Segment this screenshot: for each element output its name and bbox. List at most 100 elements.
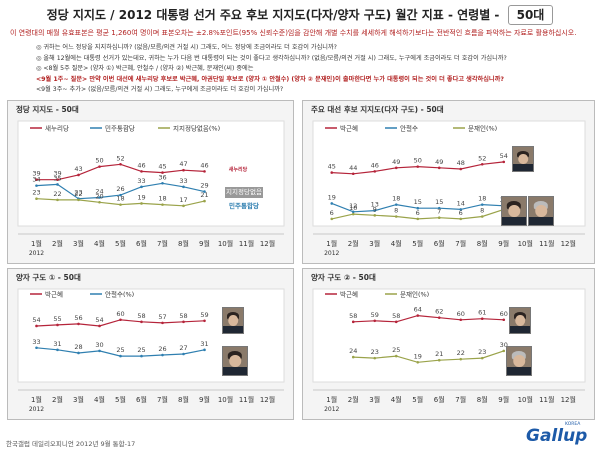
x-tick-label: 6월 [136,239,147,248]
data-point [98,196,101,199]
data-point [437,206,441,210]
data-point [394,203,398,206]
data-label: 12 [349,202,357,210]
age-badge: 50대 [507,5,554,25]
question-item: <9월 3주~ 추가> (없음/모름/의견 거절 시) 그래도, 누구에게 조금… [36,86,284,93]
data-label: 58 [137,312,145,320]
x-tick-label: 8월 [178,395,189,404]
legend-label: 안철수(%) [105,290,134,299]
data-point [459,318,463,322]
data-label: 23 [32,189,40,197]
legend-label: 박근혜 [340,290,358,299]
data-point [77,198,80,202]
data-point [56,323,59,327]
data-label: 22 [53,190,61,198]
data-point [351,210,355,214]
data-label: 58 [349,312,357,320]
data-label: 17 [179,196,187,204]
data-label: 49 [435,158,443,166]
data-label: 62 [435,308,443,316]
data-point [480,203,484,206]
x-tick-label: 7월 [157,239,168,248]
page-title-text: 정당 지지도 / 2012 대통령 선거 주요 후보 지지도(다자/양자 구도)… [46,8,500,22]
data-label: 35 [53,174,61,182]
footer-source: 한국갤럽 데일리오피니언 2012년 9월 통합-17 [6,440,136,448]
x-tick-label: 6월 [136,395,147,404]
data-label: 19 [414,352,422,360]
data-label: 39 [53,170,61,178]
data-label: 19 [328,193,336,201]
data-point [373,170,377,173]
candidate-photo [512,146,534,172]
data-label: 31 [53,340,61,348]
data-label: 46 [137,161,145,169]
data-label: 24 [95,188,103,196]
x-tick-label: 12월 [260,395,275,404]
candidate-photo [222,307,244,334]
data-label: 25 [116,346,124,354]
candidate-photo [528,196,554,226]
data-label: 33 [32,338,40,346]
data-point [182,168,185,172]
data-label: 24 [349,347,357,355]
data-point [98,324,101,328]
x-tick-label: 10월 [518,239,533,248]
data-label: 18 [392,195,400,203]
data-label: 50 [95,157,103,165]
chart-svg-two-way-1: 박근혜 안철수(%) 1월 2월 3월 4월 5월 6월 7월 8월 9월 10월 11월 12월 2012… [17,288,285,413]
data-point [35,178,38,181]
data-label: 26 [116,185,124,193]
x-tick-label: 4월 [391,395,402,404]
legend-label: 문재인(%) [468,124,497,133]
data-point [373,319,377,323]
data-label: 64 [414,306,422,314]
data-label: 15 [414,198,422,206]
data-label: 19 [137,193,145,201]
data-label: 26 [158,345,166,353]
x-tick-label: 11월 [539,239,554,248]
data-point [35,197,38,200]
x-tick-label: 5월 [412,239,423,248]
legend-label: 안철수 [400,124,418,133]
data-label: 48 [457,159,465,167]
data-label: 18 [158,195,166,203]
data-label: 50 [414,157,422,165]
data-label: 23 [478,348,486,356]
data-point [480,215,484,218]
chart-svg-two-way-2: 박근혜 문재인(%) 1월 2월 3월 4월 5월 6월 7월 8월 9월 10월 11월 12월 2012… [312,288,586,413]
data-point [77,173,80,177]
data-point [416,206,420,210]
x-tick-label: 3월 [73,239,84,248]
data-label: 23 [371,348,379,356]
data-label: 59 [200,311,208,319]
data-label: 47 [179,160,187,168]
data-point [330,171,334,174]
gallup-logo-sub: KOREA [565,422,581,427]
x-tick-label: 8월 [477,239,488,248]
x-tick-label: 6월 [434,239,445,248]
saenuri-logo-text: 새누리당 [228,167,248,173]
data-point [182,320,185,324]
x-tick-label: 7월 [455,395,466,404]
x-tick-label: 9월 [199,395,210,404]
data-point [373,214,377,217]
data-label: 45 [158,163,166,171]
data-point [330,217,334,221]
sample-note: 이 연령대의 매월 유효표본은 평균 1,260여 명이며 표본오차는 ±2.8… [10,29,577,37]
data-label: 34 [32,176,40,184]
legend-label: 지지정당없음(%) [173,124,220,133]
x-tick-label: 11월 [539,395,554,404]
x-tick-label: 12월 [561,395,576,404]
data-point [373,209,377,212]
data-label: 39 [32,170,40,178]
data-label: 22 [457,349,465,357]
data-label: 9 [373,205,377,213]
data-point [502,160,506,164]
page-title: 정당 지지도 / 2012 대통령 선거 주요 후보 지지도(다자/양자 구도)… [0,0,600,30]
series-line [353,314,504,323]
data-point [351,212,355,216]
chart-panel-multi-candidate: 주요 대선 후보 지지도(다자 구도) - 50대 박근혜 안철수 문재인(%) 1월… [302,100,595,264]
data-label: 10 [349,204,357,212]
x-tick-label: 1월 [31,395,42,404]
data-point [416,314,420,317]
